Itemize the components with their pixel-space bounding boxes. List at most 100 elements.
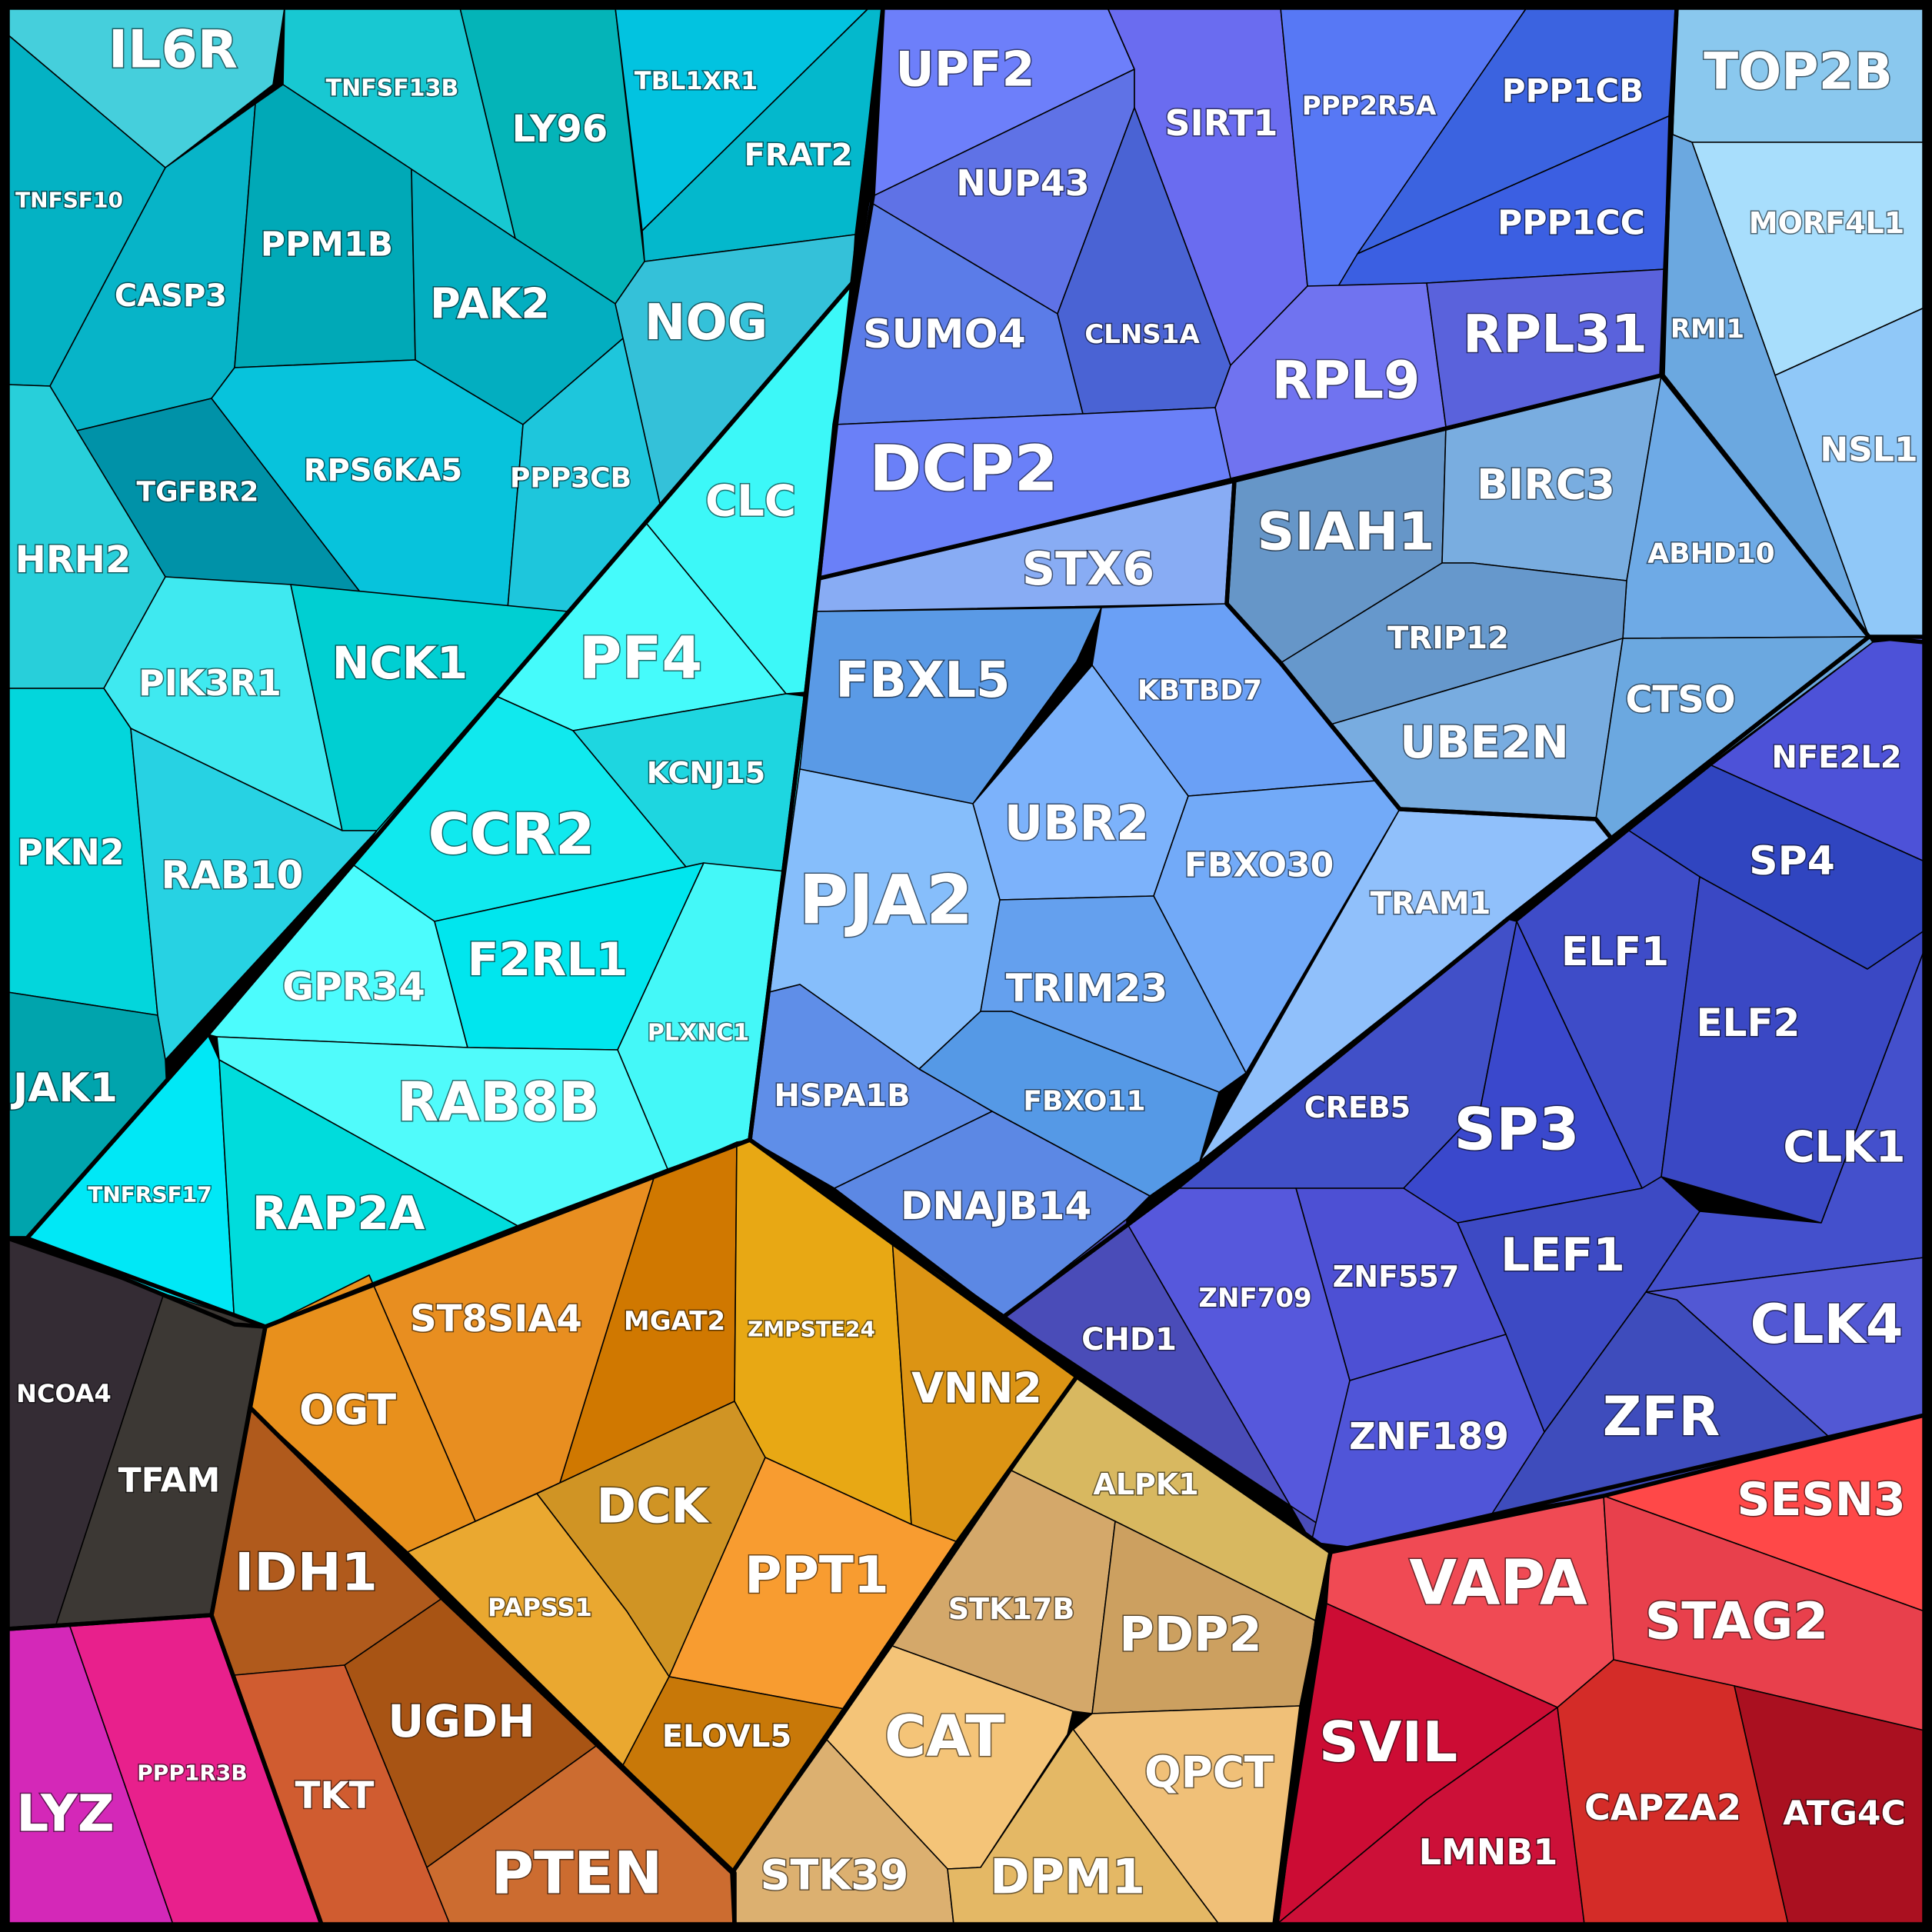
cell-label-tbl1xr1: TBL1XR1 (635, 66, 758, 95)
cell-label-ctso: CTSO (1625, 678, 1735, 721)
cell-label-idh1: IDH1 (235, 1543, 378, 1604)
cell-label-svil: SVIL (1319, 1710, 1457, 1774)
cell-label-rpl31: RPL31 (1463, 305, 1647, 365)
cell-label-elovl5: ELOVL5 (662, 1719, 792, 1754)
cell-label-clc: CLC (705, 477, 796, 527)
cell-label-chd1: CHD1 (1081, 1322, 1177, 1357)
cell-rab10 (130, 728, 378, 1061)
cell-label-rab10: RAB10 (162, 853, 304, 898)
cell-label-rps6ka5: RPS6KA5 (304, 453, 463, 488)
cell-label-fbxo30: FBXO30 (1184, 846, 1334, 885)
cell-chd1 (1003, 1218, 1354, 1548)
cell-label-sp3: SP3 (1454, 1095, 1579, 1164)
cell-label-abhd10: ABHD10 (1647, 538, 1774, 570)
cell-label-elf1: ELF1 (1561, 929, 1669, 975)
cell-label-nsl1: NSL1 (1820, 431, 1917, 470)
cell-label-tkt: TKT (295, 1774, 375, 1817)
cell-fbxo30 (1153, 780, 1401, 1074)
cell-label-vnn2: VNN2 (911, 1364, 1042, 1413)
cell-layer (7, 7, 1925, 1925)
cell-label-top2b: TOP2B (1704, 42, 1893, 102)
cell-label-dcp2: DCP2 (869, 433, 1058, 506)
cell-label-hspa1b: HSPA1B (774, 1078, 910, 1114)
cell-label-ppt1: PPT1 (744, 1546, 889, 1605)
cell-label-il6r: IL6R (108, 20, 238, 81)
cell-label-clk4: CLK4 (1750, 1293, 1904, 1356)
cell-label-tnfsf13b: TNFSF13B (326, 75, 459, 102)
cell-label-zmpste24: ZMPSTE24 (748, 1317, 875, 1342)
cell-label-rab8b: RAB8B (397, 1071, 600, 1134)
cell-label-vapa: VAPA (1409, 1547, 1587, 1619)
cell-label-ppp1r3b: PPP1R3B (137, 1760, 247, 1786)
cell-label-kcnj15: KCNJ15 (647, 756, 765, 790)
label-layer: IL6R TNFSF13B LY96 TBL1XR1 FRAT2 TNFSF10 CASP3… (9, 18, 1919, 1908)
cell-label-stx6: STX6 (1022, 542, 1154, 596)
cell-label-rpl9: RPL9 (1272, 351, 1421, 411)
cell-label-tfam: TFAM (118, 1461, 221, 1501)
cell-label-lyz: LYZ (16, 1784, 114, 1844)
cell-label-znf709: ZNF709 (1198, 1283, 1311, 1314)
cell-label-atg4c: ATG4C (1783, 1794, 1906, 1834)
cell-fbxl5 (799, 607, 1102, 804)
cell-label-mgat2: MGAT2 (624, 1306, 725, 1337)
cell-label-casp3: CASP3 (115, 278, 227, 314)
cell-label-capza2: CAPZA2 (1584, 1787, 1741, 1828)
cell-label-ppp2r5a: PPP2R5A (1302, 91, 1437, 122)
cell-label-zfr: ZFR (1603, 1385, 1720, 1448)
cell-label-gpr34: GPR34 (282, 964, 425, 1009)
cell-label-pten: PTEN (491, 1839, 662, 1907)
cell-label-birc3: BIRC3 (1477, 461, 1615, 509)
cell-label-lmnb1: LMNB1 (1419, 1831, 1558, 1873)
cell-label-ppp1cb: PPP1CB (1502, 72, 1644, 110)
cell-label-clns1a: CLNS1A (1084, 319, 1200, 350)
cell-label-clk1: CLK1 (1783, 1123, 1905, 1173)
cell-label-creb5: CREB5 (1304, 1091, 1411, 1124)
cell-label-ugdh: UGDH (388, 1695, 535, 1747)
cell-label-tgfbr2: TGFBR2 (137, 477, 259, 508)
cell-label-ppm1b: PPM1B (261, 225, 393, 265)
cell-label-ogt: OGT (299, 1386, 396, 1434)
cell-label-znf189: ZNF189 (1349, 1415, 1509, 1458)
cell-label-pkn2: PKN2 (17, 831, 125, 873)
cell-label-stk39: STK39 (761, 1851, 909, 1900)
group-border-indigo (1001, 635, 1927, 1554)
cell-label-ube2n: UBE2N (1400, 716, 1569, 768)
cell-label-papss1: PAPSS1 (488, 1593, 592, 1622)
cell-label-tnfrsf17: TNFRSF17 (88, 1182, 212, 1208)
cell-label-sesn3: SESN3 (1737, 1473, 1905, 1527)
cell-label-pja2: PJA2 (799, 861, 974, 940)
cell-label-nup43: NUP43 (956, 162, 1090, 204)
cell-label-znf557: ZNF557 (1333, 1260, 1460, 1294)
cell-papss1 (407, 1493, 670, 1766)
cell-label-elf2: ELF2 (1697, 1001, 1800, 1045)
cell-label-nck1: NCK1 (332, 637, 468, 689)
cell-label-ccr2: CCR2 (428, 801, 595, 868)
cell-label-nog: NOG (645, 295, 768, 351)
cell-label-trim23: TRIM23 (1006, 966, 1168, 1011)
cell-label-pik3r1: PIK3R1 (138, 662, 281, 704)
cell-label-trip12: TRIP12 (1387, 621, 1509, 656)
cell-label-kbtbd7: KBTBD7 (1138, 675, 1262, 707)
cell-stk17b (891, 1470, 1116, 1714)
cell-label-cat: CAT (884, 1704, 1005, 1770)
cell-dpm1 (947, 1728, 1220, 1925)
cell-label-pak2: PAK2 (430, 280, 550, 328)
cell-label-nfe2l2: NFE2L2 (1771, 740, 1901, 775)
cell-label-ly96: LY96 (512, 108, 608, 151)
cell-label-ppp1cc: PPP1CC (1497, 204, 1645, 243)
cell-label-hrh2: HRH2 (15, 538, 132, 581)
cell-label-ubr2: UBR2 (1004, 795, 1149, 851)
cell-label-frat2: FRAT2 (744, 138, 852, 173)
cell-label-dpm1: DPM1 (990, 1849, 1145, 1905)
cell-label-stk17b: STK17B (948, 1592, 1075, 1626)
cell-label-siah1: SIAH1 (1257, 502, 1434, 563)
cell-label-lef1: LEF1 (1501, 1228, 1625, 1282)
cell-label-sirt1: SIRT1 (1165, 102, 1278, 144)
cell-label-ncoa4: NCOA4 (16, 1379, 112, 1408)
cell-label-tram1: TRAM1 (1371, 886, 1491, 921)
cell-label-rap2a: RAP2A (252, 1187, 425, 1241)
cell-label-tnfsf10: TNFSF10 (15, 188, 123, 213)
cell-label-qpct: QPCT (1144, 1748, 1274, 1798)
